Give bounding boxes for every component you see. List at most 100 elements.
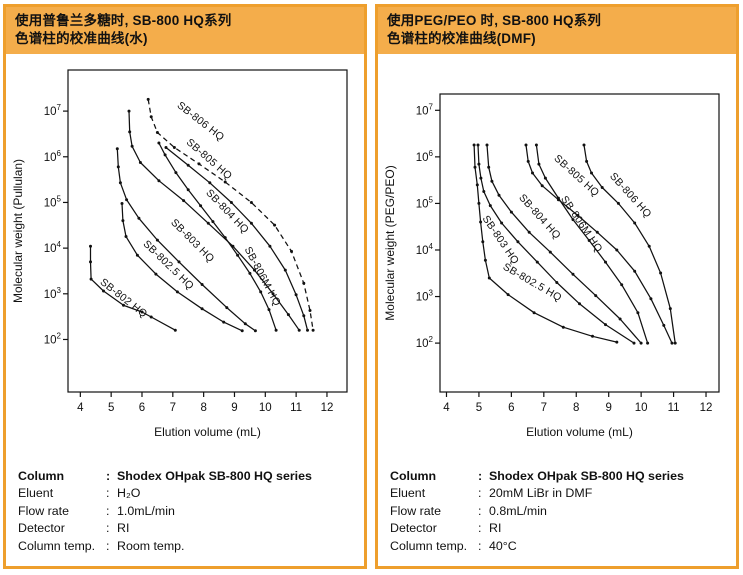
panel-dmf-title-line2: 色谱柱的校准曲线(DMF) <box>387 30 536 46</box>
data-point-marker <box>222 320 226 324</box>
data-point-marker <box>668 306 672 310</box>
x-axis-tick-label: 7 <box>541 402 547 414</box>
y-axis-tick-label: 104 <box>416 242 434 257</box>
panel-water-title: 使用普鲁兰多糖时, SB-800 HQ系列 色谱柱的校准曲线(水) <box>6 7 364 54</box>
spec-colon: : <box>478 521 482 536</box>
data-point-marker <box>540 183 544 187</box>
spec-colon: : <box>478 503 482 518</box>
y-axis-tick-label: 103 <box>44 285 62 300</box>
y-axis-tick-label: 105 <box>44 194 62 209</box>
x-axis-title: Elution volume (mL) <box>526 425 633 439</box>
y-axis-tick-label: 103 <box>416 288 434 303</box>
y-axis-title: Molecular weight (PEG/PEO) <box>383 165 397 320</box>
data-point-marker <box>229 200 233 204</box>
curve-sb-806-hq <box>583 144 676 343</box>
data-point-marker <box>253 328 257 332</box>
data-point-marker <box>249 200 253 204</box>
data-point-marker <box>548 250 552 254</box>
data-point-marker <box>115 146 119 150</box>
spec-row: Eluent: H₂O <box>18 485 360 503</box>
data-point-marker <box>571 217 575 221</box>
data-point-marker <box>485 143 489 147</box>
data-point-marker <box>102 289 105 293</box>
data-point-marker <box>532 310 536 314</box>
spec-colon: : <box>106 486 110 501</box>
x-axis-tick-label: 10 <box>635 402 648 414</box>
data-point-marker <box>240 328 244 332</box>
data-point-marker <box>487 276 491 280</box>
spec-colon: : <box>478 468 483 483</box>
spec-value: 0.8mL/min <box>489 503 547 518</box>
data-point-marker <box>137 216 141 220</box>
data-point-marker <box>578 301 581 305</box>
spec-label: Column <box>390 468 437 483</box>
column-specs-water: Column: Shodex OHpak SB-800 HQ series Elue… <box>6 460 364 556</box>
x-axis-tick-label: 5 <box>476 402 482 414</box>
data-point-marker <box>475 183 479 187</box>
data-point-marker <box>543 176 547 180</box>
spec-label: Detector <box>390 521 437 536</box>
spec-colon: : <box>478 486 482 501</box>
x-axis-tick-label: 12 <box>700 402 713 414</box>
data-point-marker <box>128 130 132 134</box>
panel-dmf-title-line1: 使用PEG/PEO 时, SB-800 HQ系列 <box>387 13 602 28</box>
curve-sb-803-hq <box>477 144 635 344</box>
data-point-marker <box>200 306 204 310</box>
calibration-chart-water: 4 5 6 7 8 9 10 11 12 107 106 105 104 103 102 SB-802 HQ S… <box>6 54 364 460</box>
data-point-marker <box>200 282 204 286</box>
data-point-marker <box>476 143 480 147</box>
data-point-marker <box>632 341 636 345</box>
data-point-marker <box>164 145 168 149</box>
x-axis-tick-label: 12 <box>321 402 334 414</box>
data-point-marker <box>306 328 309 332</box>
data-point-marker <box>590 171 593 175</box>
panel-water-title-line1: 使用普鲁兰多糖时, SB-800 HQ系列 <box>15 13 232 28</box>
data-point-marker <box>670 341 674 345</box>
data-point-marker <box>177 260 181 264</box>
panel-water: 使用普鲁兰多糖时, SB-800 HQ系列 色谱柱的校准曲线(水) 4 5 6 7 8 9… <box>3 4 367 569</box>
spec-row: Flow rate:0.8mL/min <box>390 503 732 521</box>
spec-colon: : <box>106 521 110 536</box>
x-axis-tick-label: 10 <box>259 402 272 414</box>
data-point-marker <box>127 109 131 113</box>
data-point-marker <box>646 341 650 345</box>
column-specs-dmf: Column: Shodex OHpak SB-800 HQ series Elue… <box>378 460 736 556</box>
data-point-marker <box>267 307 271 311</box>
spec-row: Column temp.:40°C <box>390 538 732 556</box>
data-point-marker <box>182 198 186 202</box>
data-point-marker <box>595 230 599 234</box>
data-point-marker <box>268 244 272 248</box>
data-point-marker <box>122 303 125 307</box>
data-point-marker <box>89 244 92 248</box>
x-axis-title: Elution volume (mL) <box>154 425 261 439</box>
data-point-marker <box>248 271 252 275</box>
spec-colon: : <box>106 538 110 553</box>
data-point-marker <box>600 185 604 189</box>
data-point-marker <box>154 272 158 276</box>
data-point-marker <box>146 97 150 101</box>
spec-row: Flow rate:1.0mL/min <box>18 503 360 521</box>
spec-label: Eluent <box>390 486 426 501</box>
data-point-marker <box>286 312 290 316</box>
data-point-marker <box>571 272 575 276</box>
spec-value: RI <box>489 521 502 536</box>
spec-row: Detector: RI <box>390 520 732 538</box>
data-point-marker <box>118 180 122 184</box>
data-point-marker <box>537 162 541 166</box>
data-point-marker <box>604 322 607 326</box>
data-point-marker <box>253 268 256 272</box>
data-point-marker <box>135 253 139 257</box>
data-point-marker <box>585 159 589 163</box>
data-point-marker <box>633 269 637 273</box>
data-point-marker <box>524 143 528 147</box>
x-axis-tick-label: 4 <box>77 402 84 414</box>
y-axis-tick-label: 106 <box>416 148 434 163</box>
data-point-marker <box>124 234 128 238</box>
data-point-marker <box>587 238 591 242</box>
data-point-marker <box>506 292 510 296</box>
data-point-marker <box>149 114 153 118</box>
spec-value: RI <box>117 521 130 536</box>
curve-sb-806m-hq <box>535 144 649 343</box>
data-point-marker <box>615 248 619 252</box>
